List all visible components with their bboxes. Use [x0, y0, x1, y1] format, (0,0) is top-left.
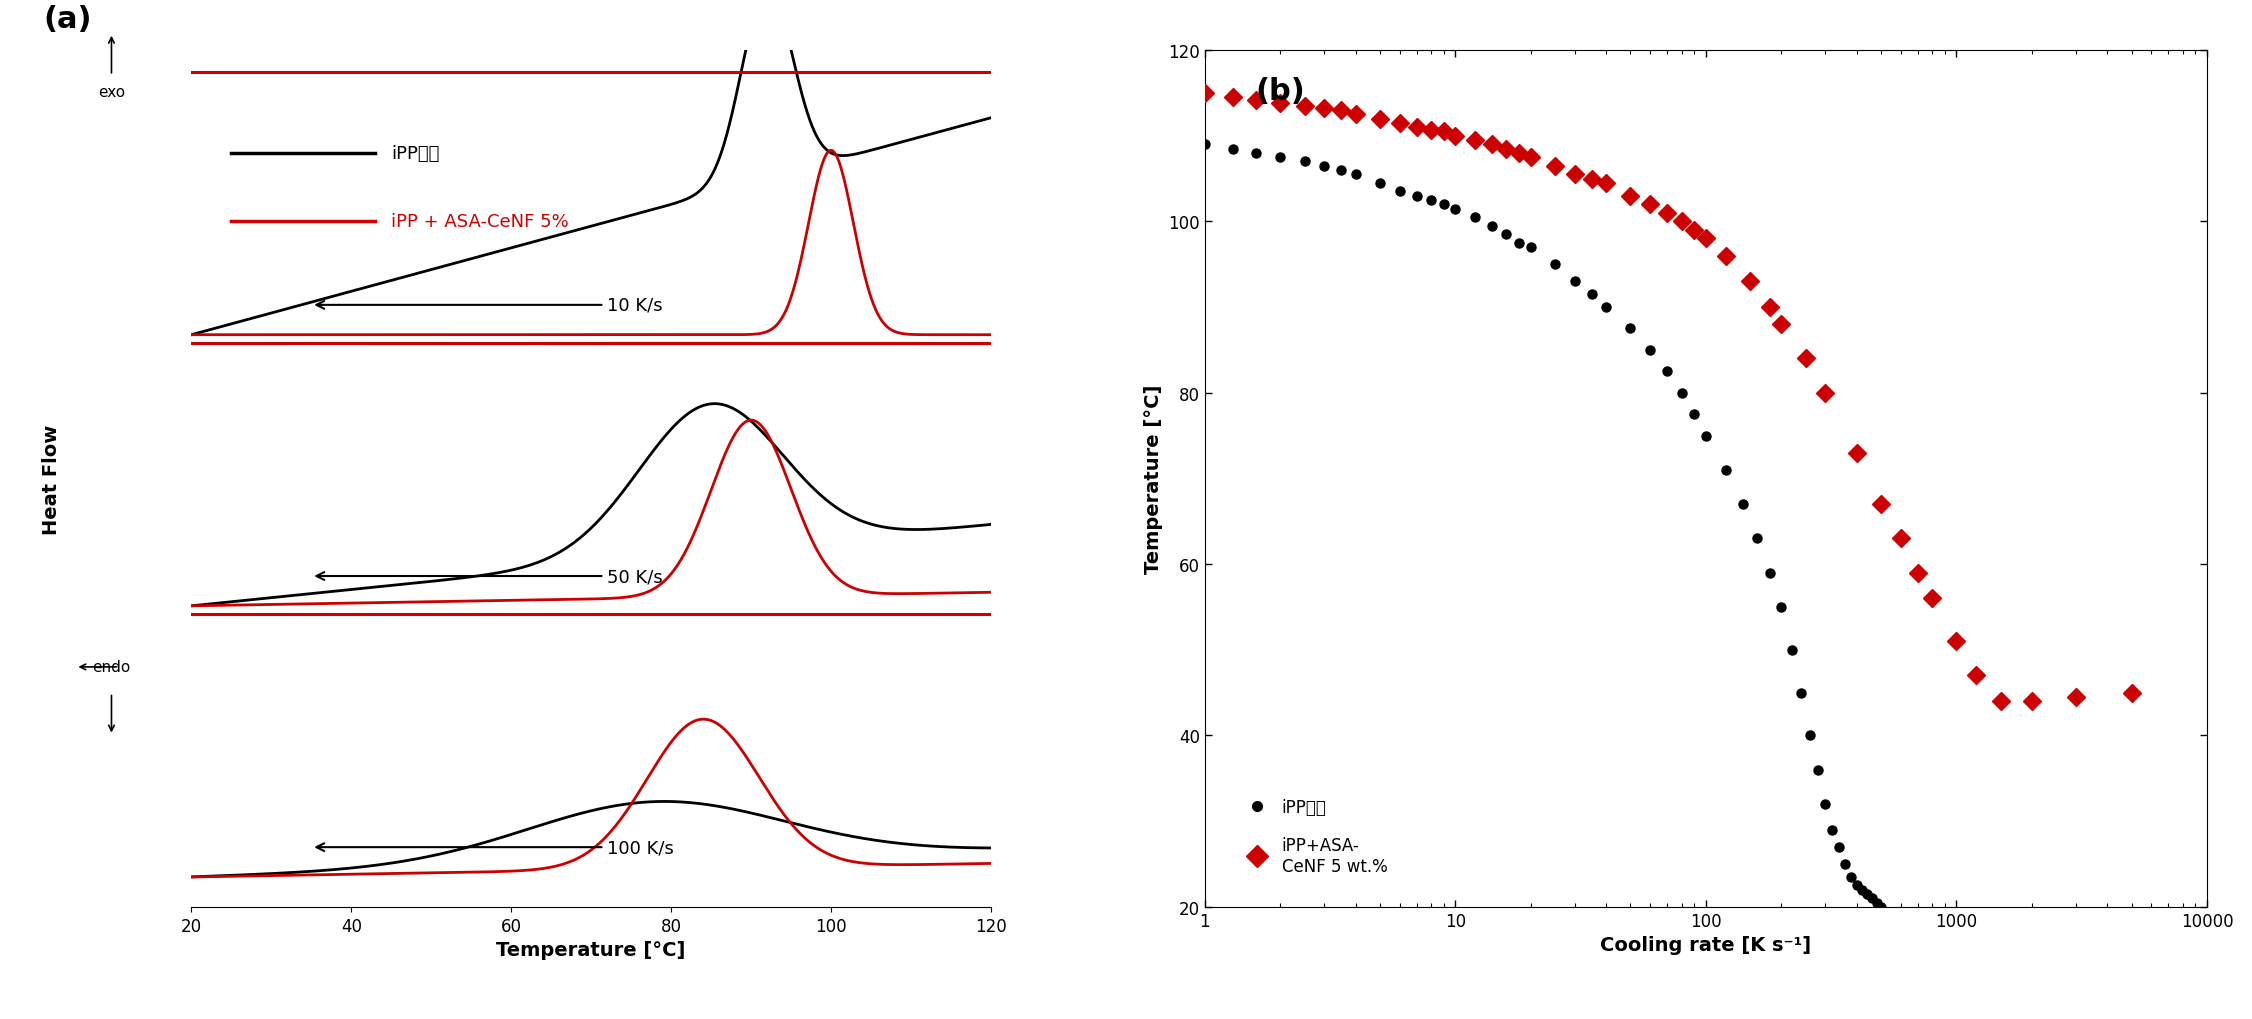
Text: Heat Flow: Heat Flow — [43, 424, 61, 534]
Text: iPP + ASA-CeNF 5%: iPP + ASA-CeNF 5% — [392, 213, 570, 230]
Y-axis label: Temperature [°C]: Temperature [°C] — [1144, 384, 1162, 574]
Text: (a): (a) — [43, 5, 92, 34]
Text: iPP単体: iPP単体 — [392, 145, 439, 163]
X-axis label: Temperature [°C]: Temperature [°C] — [495, 941, 687, 959]
Text: exo: exo — [97, 86, 126, 100]
Text: 50 K/s: 50 K/s — [318, 568, 662, 586]
X-axis label: Cooling rate [K s⁻¹]: Cooling rate [K s⁻¹] — [1601, 935, 1811, 954]
Text: 10 K/s: 10 K/s — [318, 297, 662, 315]
Legend: iPP単体, iPP+ASA-
CeNF 5 wt.%: iPP単体, iPP+ASA- CeNF 5 wt.% — [1234, 792, 1394, 881]
Text: 100 K/s: 100 K/s — [318, 839, 673, 856]
Text: (b): (b) — [1254, 76, 1304, 106]
Text: endo: endo — [92, 659, 131, 675]
